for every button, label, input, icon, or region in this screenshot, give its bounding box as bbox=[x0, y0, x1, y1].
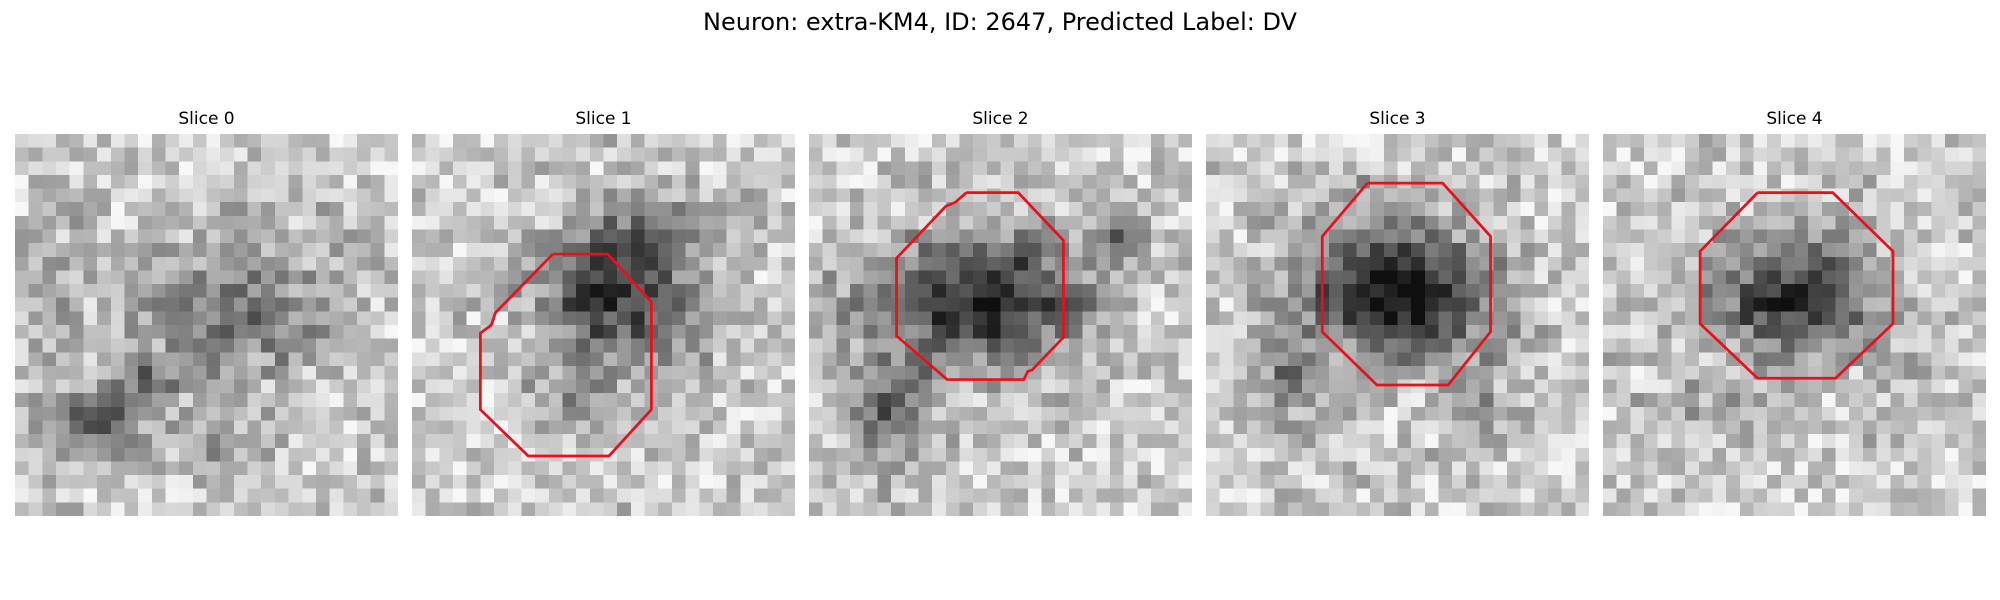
slice-title: Slice 2 bbox=[809, 109, 1192, 129]
slice-micrograph bbox=[1603, 134, 1986, 516]
pixel-grid bbox=[1206, 134, 1589, 516]
slice-micrograph bbox=[809, 134, 1192, 516]
figure-title: Neuron: extra-KM4, ID: 2647, Predicted L… bbox=[0, 7, 2000, 37]
slice-image bbox=[1206, 134, 1589, 516]
slice-title: Slice 4 bbox=[1603, 109, 1986, 129]
slice-panel-0: Slice 0 bbox=[15, 109, 398, 129]
slice-panel-1: Slice 1 bbox=[412, 109, 795, 129]
slice-micrograph bbox=[412, 134, 795, 516]
slice-image bbox=[412, 134, 795, 516]
slice-image bbox=[15, 134, 398, 516]
slice-panel-4: Slice 4 bbox=[1603, 109, 1986, 129]
slice-micrograph bbox=[1206, 134, 1589, 516]
pixel-grid bbox=[412, 134, 795, 516]
slice-image bbox=[1603, 134, 1986, 516]
slice-image bbox=[809, 134, 1192, 516]
slice-title: Slice 0 bbox=[15, 109, 398, 129]
slice-micrograph bbox=[15, 134, 398, 516]
pixel-grid bbox=[15, 134, 398, 516]
slice-title: Slice 3 bbox=[1206, 109, 1589, 129]
slice-panel-3: Slice 3 bbox=[1206, 109, 1589, 129]
slice-title: Slice 1 bbox=[412, 109, 795, 129]
slice-panel-2: Slice 2 bbox=[809, 109, 1192, 129]
